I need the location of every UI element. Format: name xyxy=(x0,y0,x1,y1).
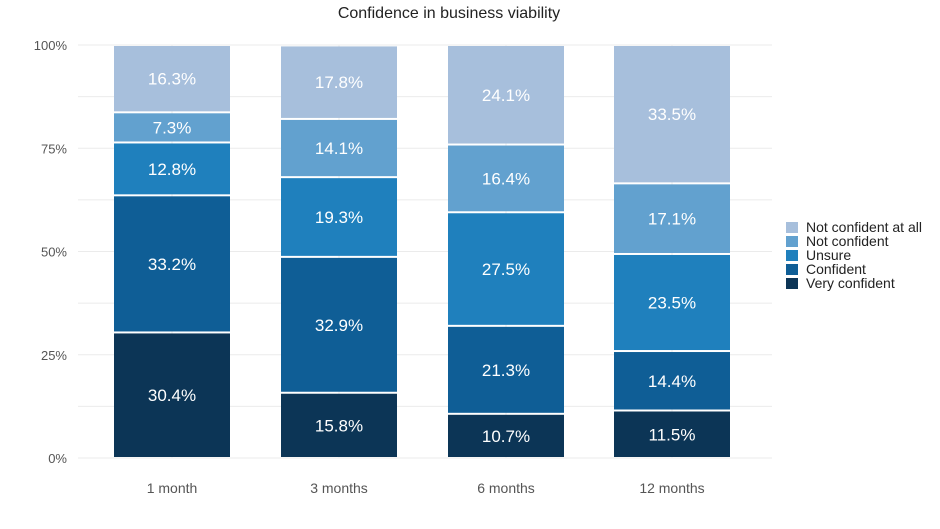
x-axis: 1 month 3 months 6 months 12 months xyxy=(147,480,705,496)
bar-segment xyxy=(281,178,397,256)
data-label: 17.8% xyxy=(315,73,363,92)
data-label: 33.5% xyxy=(648,105,696,124)
legend-swatch xyxy=(786,236,798,247)
legend-entry: Unsure xyxy=(806,247,851,263)
data-label: 23.5% xyxy=(648,294,696,313)
x-tick-label: 6 months xyxy=(477,480,535,496)
data-label: 10.7% xyxy=(482,427,530,446)
bar-segment xyxy=(448,414,564,457)
data-label: 17.1% xyxy=(648,210,696,229)
bar-segment xyxy=(281,119,397,177)
data-label: 32.9% xyxy=(315,316,363,335)
x-tick-label: 1 month xyxy=(147,480,198,496)
data-label: 7.3% xyxy=(153,118,192,137)
bar-segment xyxy=(614,352,730,410)
bar-segment xyxy=(614,254,730,351)
legend-entry: Not confident xyxy=(806,233,889,249)
data-label: 15.8% xyxy=(315,416,363,435)
data-label: 30.4% xyxy=(148,386,196,405)
data-label: 16.3% xyxy=(148,70,196,89)
bars: 30.4% 33.2% 12.8% 7.3% 16.3% 15.8% 32.9% 19.3% 1… xyxy=(114,46,730,457)
legend-entry: Confident xyxy=(806,261,866,277)
legend-entry: Not confident at all xyxy=(806,219,922,235)
bar-segment xyxy=(114,113,230,142)
data-label: 11.5% xyxy=(649,425,696,444)
bar-segment xyxy=(448,46,564,144)
data-label: 33.2% xyxy=(148,255,196,274)
y-axis: 0% 25% 50% 75% 100% xyxy=(34,38,68,466)
bar-segment xyxy=(448,213,564,325)
data-label: 21.3% xyxy=(482,361,530,380)
chart-title: Confidence in business viability xyxy=(338,5,560,22)
legend-swatch xyxy=(786,250,798,261)
y-tick-label: 50% xyxy=(41,245,67,260)
bar-segment xyxy=(114,333,230,457)
y-tick-label: 100% xyxy=(34,38,68,53)
x-tick-label: 12 months xyxy=(639,480,704,496)
y-tick-label: 75% xyxy=(41,141,67,156)
data-label: 24.1% xyxy=(482,86,530,105)
legend-swatch xyxy=(786,222,798,233)
data-label: 27.5% xyxy=(482,260,530,279)
bar-segment xyxy=(448,145,564,212)
bar-segment xyxy=(114,46,230,112)
legend-swatch xyxy=(786,278,798,289)
data-label: 19.3% xyxy=(315,208,363,227)
bar-segment xyxy=(614,46,730,183)
bar-segment xyxy=(448,326,564,413)
data-label: 14.4% xyxy=(648,372,696,391)
y-tick-label: 25% xyxy=(41,348,67,363)
bar-segment xyxy=(281,257,397,392)
data-label: 16.4% xyxy=(482,169,530,188)
x-tick-label: 3 months xyxy=(310,480,368,496)
legend-swatch xyxy=(786,264,798,275)
y-tick-label: 0% xyxy=(48,451,67,466)
bar-segment xyxy=(614,411,730,457)
legend-entry: Very confident xyxy=(806,275,895,291)
bar-segment xyxy=(281,393,397,457)
bar-segment xyxy=(114,196,230,332)
bar-segment xyxy=(614,184,730,253)
data-label: 14.1% xyxy=(315,139,363,158)
bar-segment xyxy=(281,46,397,118)
bar-segment xyxy=(114,143,230,195)
data-label: 12.8% xyxy=(148,160,196,179)
